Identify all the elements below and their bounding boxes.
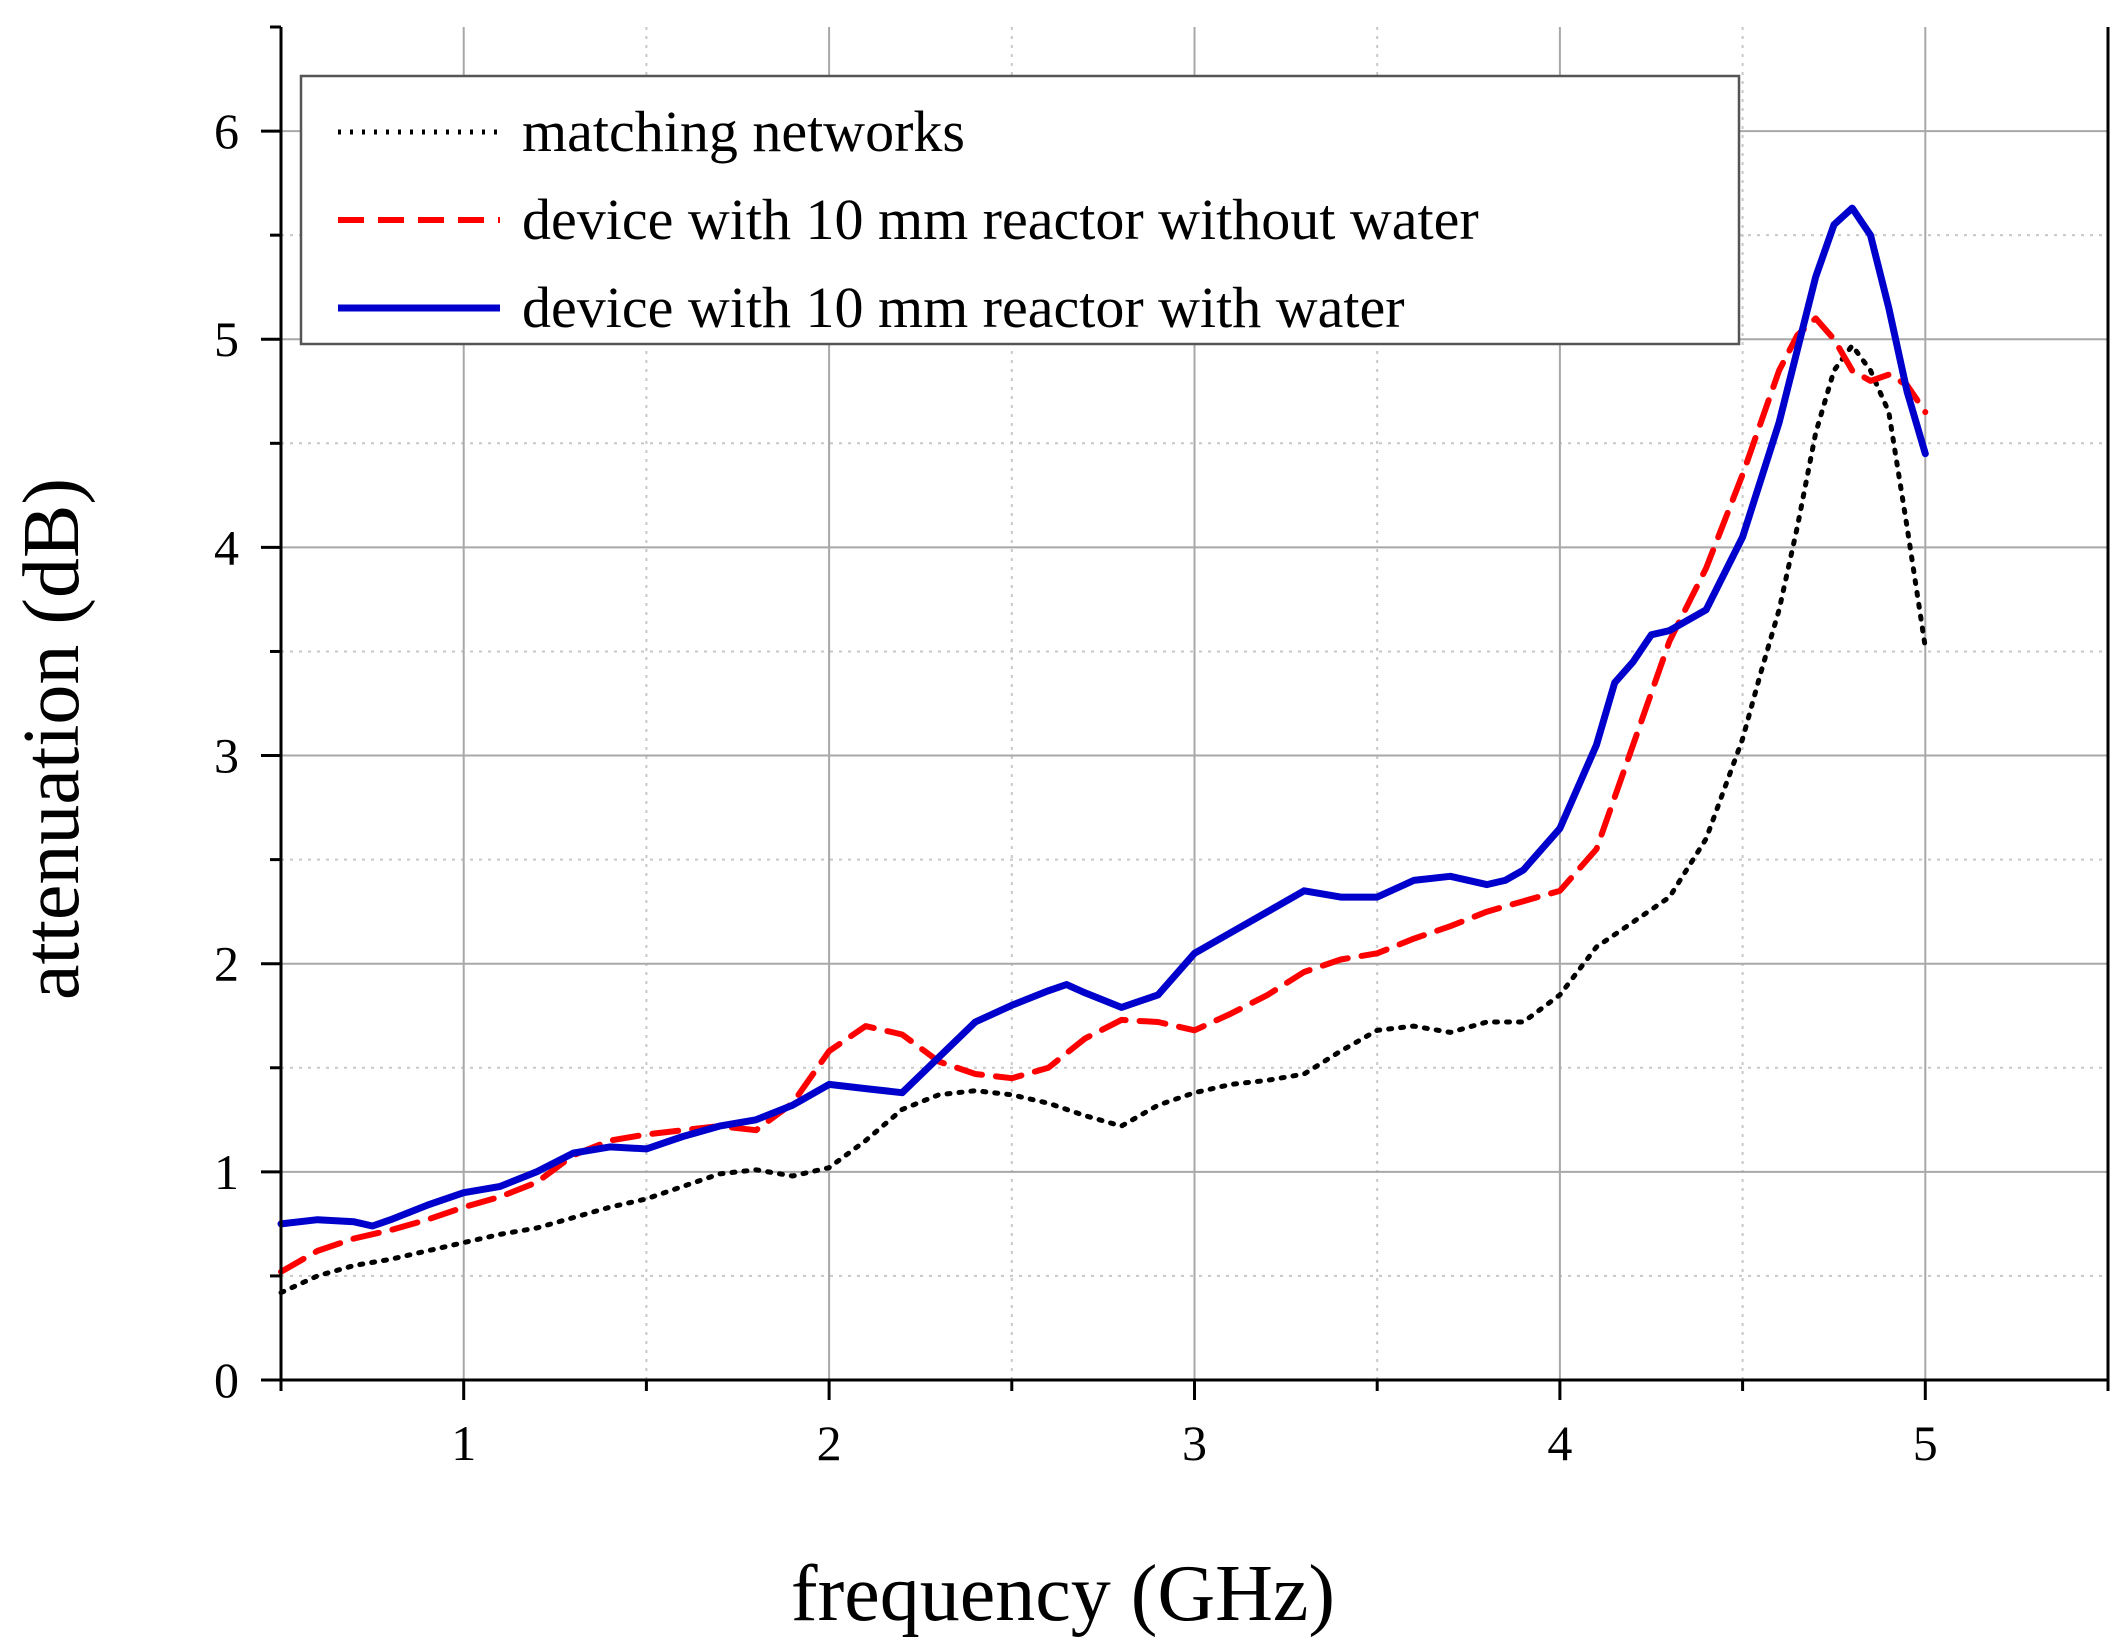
legend: matching networks device with 10 mm react… bbox=[299, 74, 1741, 346]
x-tick-label: 5 bbox=[1913, 1415, 1938, 1471]
y-axis-label: attenuation (dB) bbox=[8, 478, 96, 1000]
series-line-1 bbox=[278, 343, 1928, 1296]
y-tick-label: 6 bbox=[214, 103, 239, 159]
x-tick-label: 1 bbox=[451, 1415, 476, 1471]
x-axis-label: frequency (GHz) bbox=[791, 1550, 1335, 1638]
legend-label-3: device with 10 mm reactor with water bbox=[522, 275, 1405, 340]
legend-box bbox=[299, 74, 1741, 346]
y-tick-label: 0 bbox=[214, 1352, 239, 1408]
x-tick-label: 2 bbox=[817, 1415, 842, 1471]
plot-area bbox=[277, 204, 1929, 1296]
y-tick-label: 5 bbox=[214, 311, 239, 367]
axes bbox=[261, 25, 2110, 1400]
legend-label-1: matching networks bbox=[522, 99, 965, 164]
y-tick-label: 2 bbox=[214, 936, 239, 992]
x-tick-label: 3 bbox=[1182, 1415, 1207, 1471]
series-line-2 bbox=[278, 315, 1929, 1275]
series-line-3 bbox=[277, 204, 1929, 1230]
legend-label-2: device with 10 mm reactor without water bbox=[522, 187, 1479, 252]
y-tick-label: 3 bbox=[214, 728, 239, 784]
y-tick-label: 1 bbox=[214, 1144, 239, 1200]
tick-labels: 1 2 3 4 5 0 1 2 3 4 5 6 bbox=[214, 103, 1938, 1471]
y-tick-label: 4 bbox=[214, 519, 239, 575]
x-tick-label: 4 bbox=[1547, 1415, 1572, 1471]
